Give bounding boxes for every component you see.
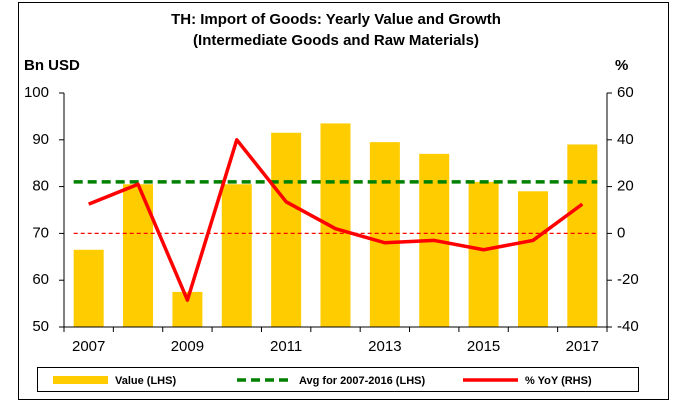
bar <box>73 249 104 327</box>
bar <box>517 191 548 327</box>
chart-title: TH: Import of Goods: Yearly Value and Gr… <box>171 11 501 28</box>
x-tick-label: 2015 <box>467 338 500 355</box>
chart-subtitle: (Intermediate Goods and Raw Materials) <box>193 32 479 49</box>
y2-tick-label: 20 <box>617 178 634 195</box>
x-tick-label: 2017 <box>566 338 599 355</box>
y-tick-label: 50 <box>32 318 49 335</box>
y2-tick-label: 60 <box>617 84 634 101</box>
y-tick-label: 100 <box>24 84 49 101</box>
x-tick-label: 2011 <box>270 338 302 355</box>
legend-label: Value (LHS) <box>115 375 176 387</box>
y2-tick-label: -40 <box>617 318 639 335</box>
y-tick-label: 60 <box>32 271 49 288</box>
y2-tick-label: 40 <box>617 131 634 148</box>
x-tick-label: 2007 <box>72 338 105 355</box>
bar <box>320 123 351 327</box>
bar <box>567 144 598 327</box>
y2-axis-label: % <box>615 57 628 74</box>
bar <box>369 142 400 327</box>
bar <box>221 184 252 327</box>
yoy-line <box>88 138 584 302</box>
legend-label: Avg for 2007-2016 (LHS) <box>299 375 425 387</box>
bar <box>271 132 302 327</box>
bar <box>468 181 499 327</box>
y2-tick-label: 0 <box>617 224 625 241</box>
legend-swatch <box>53 376 108 384</box>
x-tick-label: 2009 <box>171 338 204 355</box>
y-tick-label: 90 <box>32 131 49 148</box>
y-axis-label: Bn USD <box>24 57 80 74</box>
y-tick-label: 70 <box>32 224 49 241</box>
y-tick-label: 80 <box>32 178 49 195</box>
legend-box <box>37 367 639 392</box>
x-tick-label: 2013 <box>368 338 401 355</box>
y2-tick-label: -20 <box>617 271 639 288</box>
legend-label: % YoY (RHS) <box>525 375 592 387</box>
